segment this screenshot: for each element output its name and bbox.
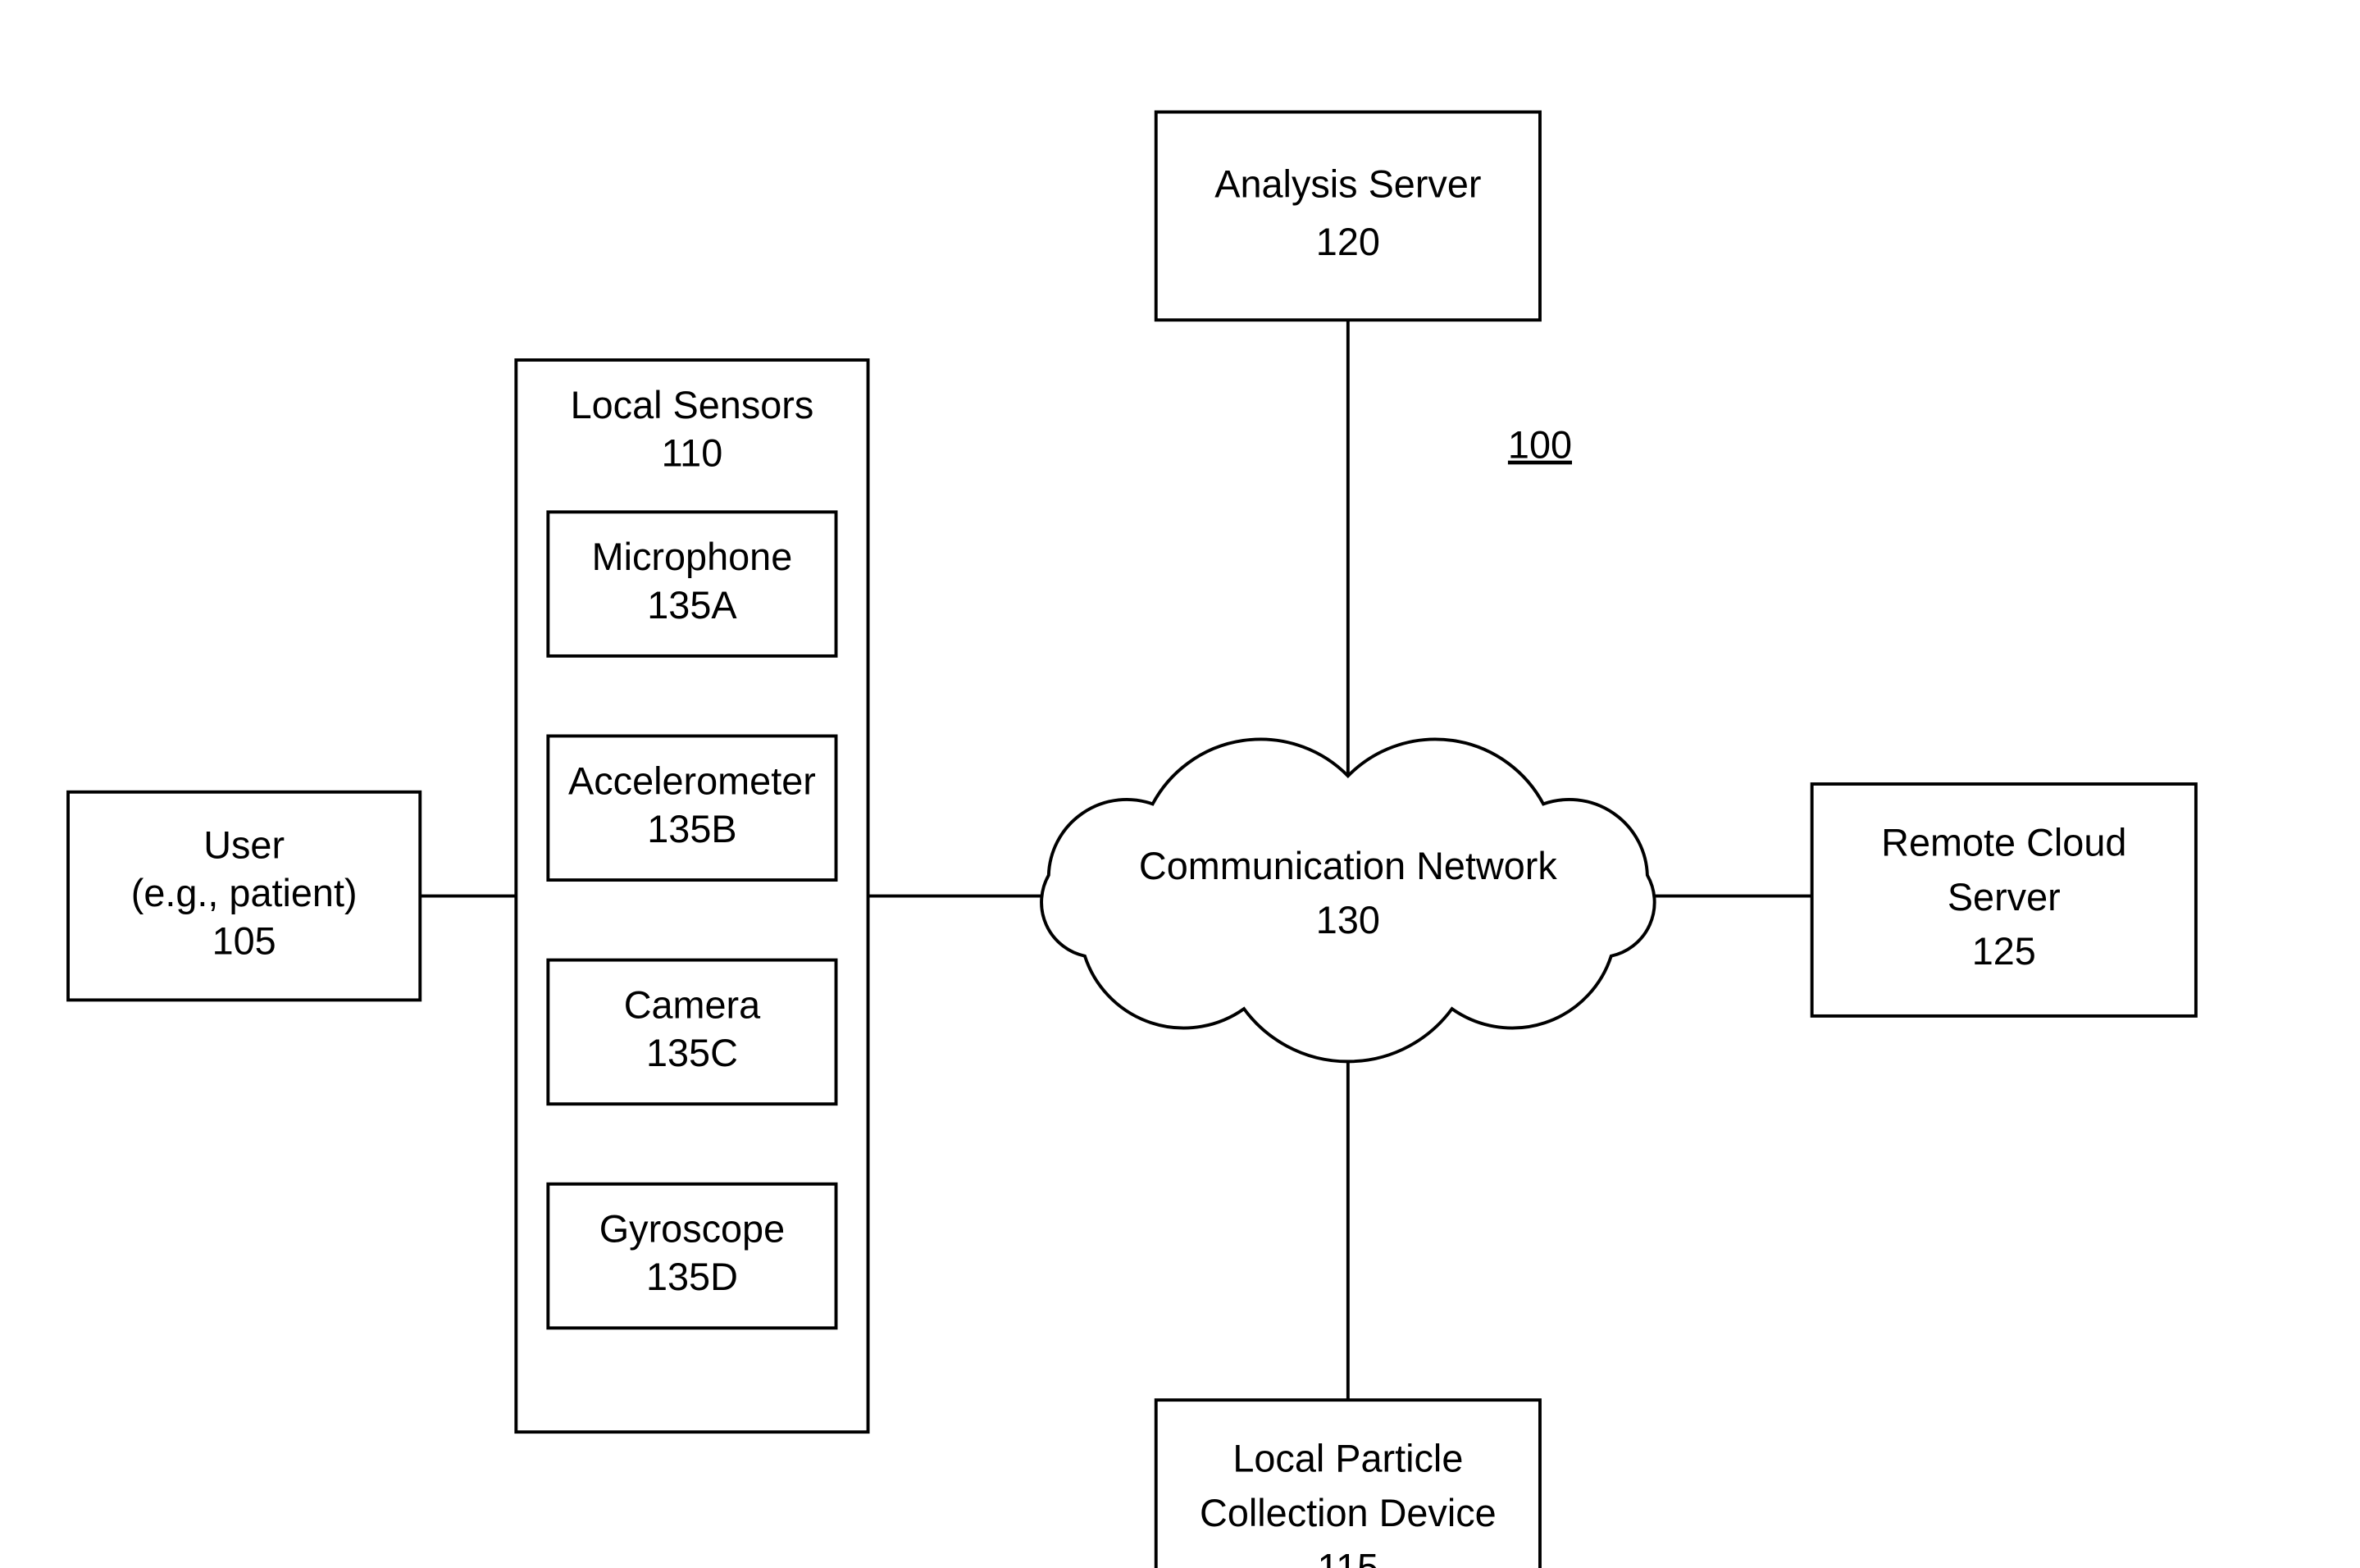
svg-text:130: 130: [1316, 899, 1380, 941]
node-local-sensors: Local Sensors 110 Microphone 135A Accelerome…: [516, 360, 868, 1432]
node-particle-device: Local Particle Collection Device 115: [1156, 1400, 1540, 1568]
svg-text:Server: Server: [1948, 876, 2061, 918]
node-camera: Camera 135C: [548, 960, 836, 1105]
svg-text:100: 100: [1508, 424, 1572, 467]
node-remote-cloud: Remote Cloud Server 125: [1812, 784, 2196, 1016]
svg-text:135A: 135A: [647, 584, 737, 627]
svg-text:115: 115: [1318, 1546, 1379, 1568]
svg-text:Local Particle: Local Particle: [1232, 1438, 1463, 1480]
svg-text:Microphone: Microphone: [592, 536, 793, 578]
node-network: Communication Network 130: [1041, 739, 1655, 1061]
svg-text:Communication Network: Communication Network: [1139, 845, 1558, 887]
svg-text:125: 125: [1972, 930, 2036, 973]
node-analysis-server: Analysis Server 120: [1156, 112, 1540, 321]
svg-text:135D: 135D: [646, 1256, 738, 1298]
node-user: User (e.g., patient) 105: [68, 792, 420, 1001]
node-gyroscope: Gyroscope 135D: [548, 1184, 836, 1329]
svg-text:Analysis Server: Analysis Server: [1214, 163, 1481, 206]
svg-text:User: User: [203, 823, 285, 866]
svg-text:Camera: Camera: [624, 984, 761, 1027]
svg-text:120: 120: [1316, 221, 1380, 263]
svg-text:(e.g., patient): (e.g., patient): [131, 872, 358, 914]
system-diagram: User (e.g., patient) 105 Local Sensors 110 Mi…: [0, 0, 2360, 1568]
node-accelerometer: Accelerometer 135B: [548, 736, 836, 880]
svg-text:110: 110: [662, 431, 723, 474]
figure-reference-label: 100: [1508, 424, 1572, 467]
svg-text:Collection Device: Collection Device: [1200, 1492, 1497, 1534]
svg-text:Local Sensors: Local Sensors: [571, 384, 814, 426]
svg-text:Gyroscope: Gyroscope: [599, 1208, 785, 1251]
svg-text:Accelerometer: Accelerometer: [568, 759, 816, 802]
svg-text:105: 105: [212, 919, 276, 962]
svg-text:135C: 135C: [646, 1032, 738, 1074]
svg-text:135B: 135B: [647, 808, 736, 850]
svg-text:Remote Cloud: Remote Cloud: [1881, 821, 2126, 864]
node-microphone: Microphone 135A: [548, 512, 836, 656]
